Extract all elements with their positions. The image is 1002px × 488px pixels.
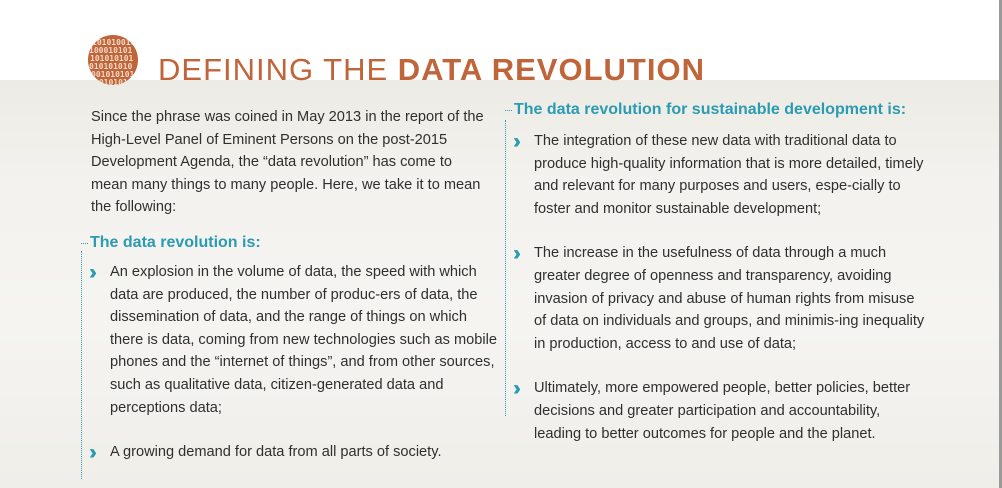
binary-digits-circle-icon: 101010010 100010101 101010101 010101010 … <box>88 35 138 85</box>
left-section-heading: The data revolution is: <box>81 233 501 253</box>
page-title-light: DEFINING THE <box>158 52 398 87</box>
list-item-text: The integration of these new data with t… <box>534 133 924 217</box>
left-section-list: ›› An explosion in the volume of data, t… <box>81 251 501 479</box>
double-chevron-right-icon: ›› <box>89 261 97 284</box>
svg-text:010101010: 010101010 <box>89 62 133 71</box>
list-item-text: An explosion in the volume of data, the … <box>110 264 497 416</box>
page-title: DEFINING THE DATA REVOLUTION <box>158 50 705 90</box>
left-section: The data revolution is: ›› An explosion … <box>81 233 501 479</box>
list-item-text: The increase in the usefulness of data t… <box>534 245 925 352</box>
page-edge-divider <box>999 0 1002 488</box>
list-item: ›› The increase in the usefulness of dat… <box>505 242 925 355</box>
list-item-text: A growing demand for data from all parts… <box>110 444 442 461</box>
intro-paragraph: Since the phrase was coined in May 2013 … <box>91 109 484 216</box>
list-item: ›› An explosion in the volume of data, t… <box>81 261 501 419</box>
svg-text:10101010: 10101010 <box>94 78 133 85</box>
list-item: ›› A growing demand for data from all pa… <box>81 441 501 464</box>
double-chevron-right-icon: ›› <box>513 130 521 153</box>
background-band <box>0 80 1002 488</box>
list-item: ›› The integration of these new data wit… <box>505 130 925 220</box>
list-item: ›› Ultimately, more empowered people, be… <box>505 377 925 445</box>
svg-text:101010010: 101010010 <box>92 38 136 47</box>
svg-text:001010101: 001010101 <box>91 70 135 79</box>
svg-text:100010101: 100010101 <box>89 46 133 55</box>
right-section: The data revolution for sustainable deve… <box>505 100 925 445</box>
double-chevron-right-icon: ›› <box>513 377 521 401</box>
svg-text:101010101: 101010101 <box>90 54 134 63</box>
dotted-rule <box>81 251 82 479</box>
right-section-heading: The data revolution for sustainable deve… <box>505 100 925 120</box>
list-item-text: Ultimately, more empowered people, bette… <box>534 380 911 442</box>
page-title-bold: DATA REVOLUTION <box>397 52 705 87</box>
dotted-rule <box>505 120 506 416</box>
double-chevron-right-icon: ›› <box>513 242 521 266</box>
double-chevron-right-icon: ›› <box>89 441 97 465</box>
right-section-list: ›› The integration of these new data wit… <box>505 120 925 445</box>
binary-digits-graphic: 101010010 100010101 101010101 010101010 … <box>89 38 136 85</box>
